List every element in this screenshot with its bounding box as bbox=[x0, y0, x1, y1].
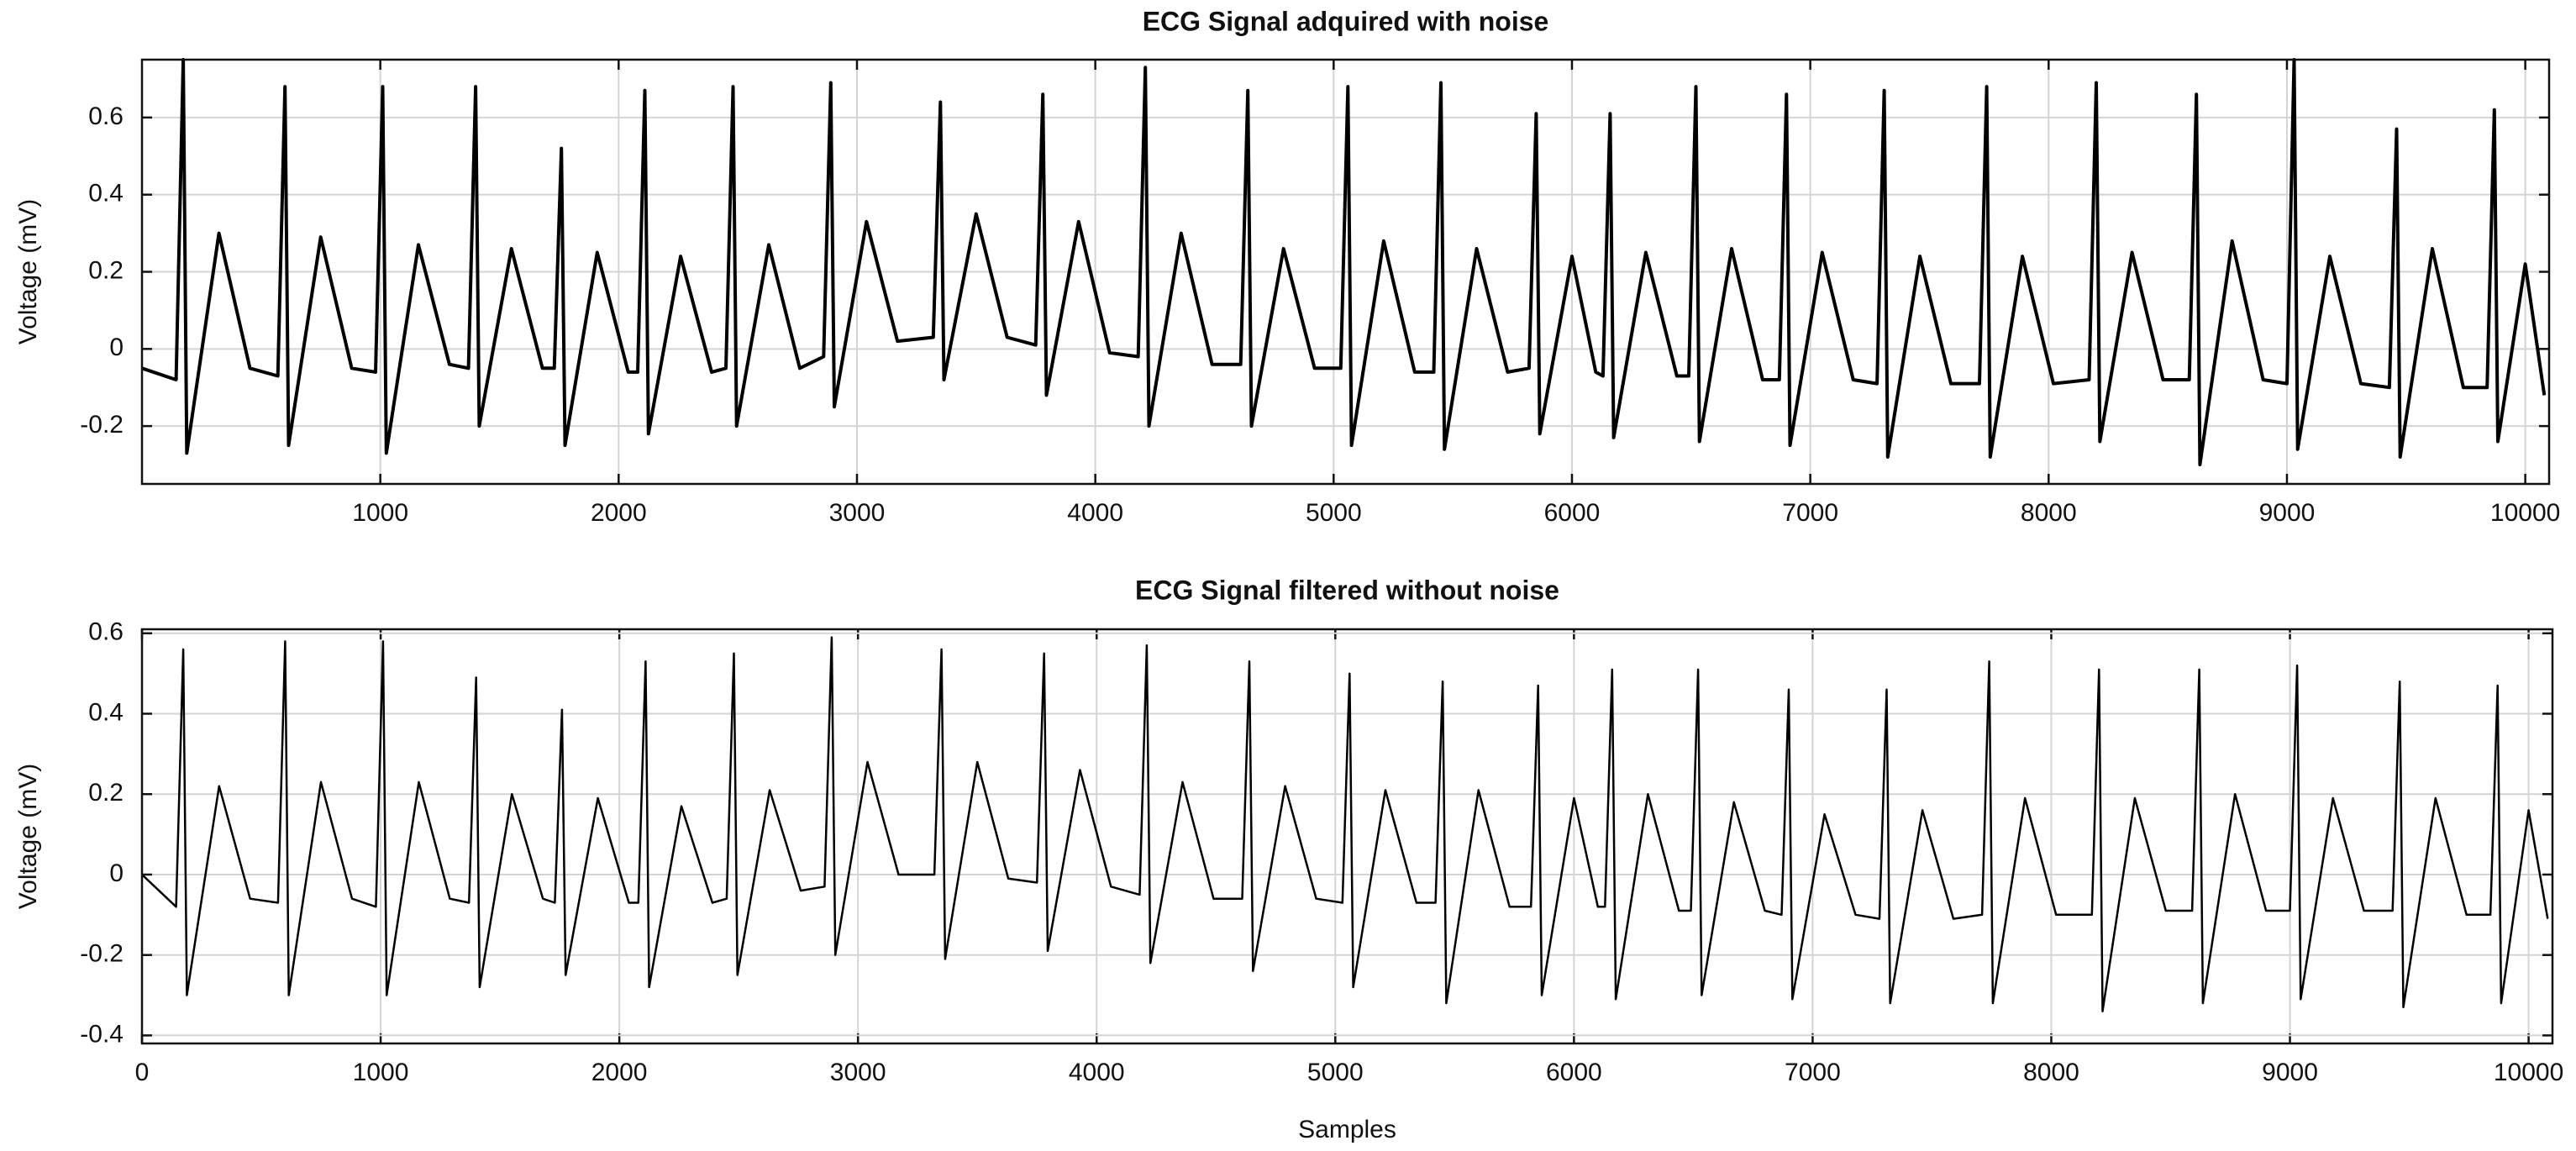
y-tick-label: -0.2 bbox=[80, 411, 124, 439]
y-tick-label: 0.2 bbox=[88, 256, 124, 284]
x-tick-label: 4000 bbox=[1067, 499, 1123, 527]
x-tick-label: 6000 bbox=[1544, 499, 1601, 527]
signal-line bbox=[141, 58, 2547, 466]
y-tick-label: 0.4 bbox=[88, 698, 124, 726]
y-axis-label: Voltage (mV) bbox=[14, 764, 42, 909]
y-tick-label: -0.2 bbox=[80, 940, 124, 968]
x-tick-label: 5000 bbox=[1306, 499, 1362, 527]
x-tick-label: 3000 bbox=[830, 1059, 886, 1086]
y-tick-label: 0.6 bbox=[88, 102, 124, 130]
x-tick-label: 9000 bbox=[2262, 1059, 2318, 1086]
y-tick-label: 0 bbox=[109, 859, 124, 887]
x-tick-label: 10000 bbox=[2494, 1059, 2563, 1086]
x-tick-label: 3000 bbox=[829, 499, 886, 527]
y-tick-label: 0 bbox=[109, 334, 124, 361]
x-tick-label: 7000 bbox=[1782, 499, 1838, 527]
x-tick-label: 1000 bbox=[353, 1059, 409, 1086]
x-tick-label: 6000 bbox=[1546, 1059, 1602, 1086]
plot-frame bbox=[140, 628, 2554, 1045]
signal-line bbox=[141, 636, 2549, 1012]
x-tick-label: 8000 bbox=[2021, 499, 2077, 527]
x-tick-label: 5000 bbox=[1307, 1059, 1364, 1086]
y-tick-label: -0.4 bbox=[80, 1020, 124, 1048]
x-tick-label: 0 bbox=[135, 1059, 150, 1086]
plot-frame bbox=[140, 58, 2551, 486]
x-tick-label: 10000 bbox=[2490, 499, 2560, 527]
x-tick-label: 8000 bbox=[2023, 1059, 2079, 1086]
x-tick-label: 2000 bbox=[591, 499, 647, 527]
x-axis-label: Samples bbox=[1298, 1116, 1396, 1143]
chart-title: ECG Signal adquired with noise bbox=[1143, 6, 1549, 36]
x-tick-label: 4000 bbox=[1069, 1059, 1125, 1086]
x-tick-label: 2000 bbox=[591, 1059, 648, 1086]
x-tick-label: 7000 bbox=[1785, 1059, 1841, 1086]
x-tick-label: 9000 bbox=[2259, 499, 2316, 527]
y-tick-label: 0.4 bbox=[88, 180, 124, 208]
x-tick-label: 1000 bbox=[352, 499, 408, 527]
y-tick-label: 0.2 bbox=[88, 779, 124, 807]
y-axis-label: Voltage (mV) bbox=[14, 199, 42, 344]
chart-title: ECG Signal filtered without noise bbox=[1135, 575, 1559, 605]
y-tick-label: 0.6 bbox=[88, 618, 124, 646]
